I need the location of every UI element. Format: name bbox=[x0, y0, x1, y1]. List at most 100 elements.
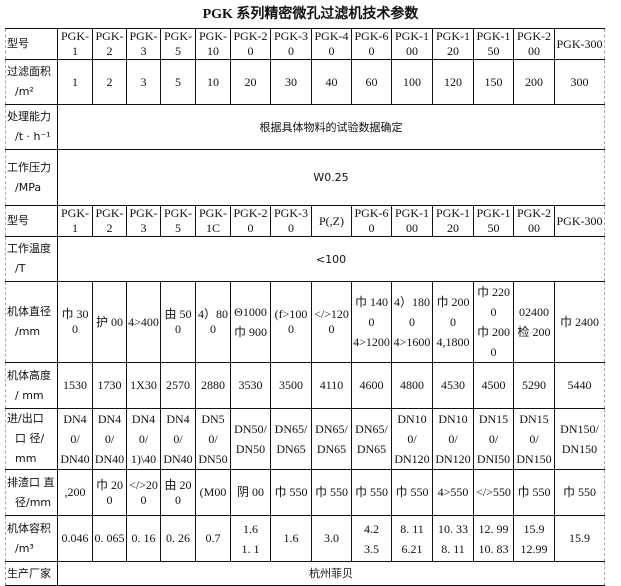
value-cell: DN150/DNI50 bbox=[473, 408, 514, 470]
value-cell: PGK-3 bbox=[126, 205, 161, 237]
value-line: DN100/ bbox=[438, 412, 468, 446]
value-line: 1.6 bbox=[283, 531, 299, 545]
value-cell: 4500 bbox=[473, 362, 514, 409]
row-label-line: 型号 bbox=[7, 214, 29, 227]
value-line: Θ1000 bbox=[234, 305, 267, 319]
value-cell: 1730 bbox=[92, 362, 127, 409]
value-cell: PGK-150 bbox=[473, 28, 514, 60]
value-cell: 3500 bbox=[270, 362, 312, 409]
value-cell: 巾 300 bbox=[57, 281, 93, 363]
value-line: DN120 bbox=[435, 452, 471, 466]
value-line: DN40 bbox=[163, 452, 193, 466]
value-cell: 0. 16 bbox=[126, 515, 161, 562]
value-cell: DN150/DN150 bbox=[554, 408, 605, 470]
value-cell: 由 200 bbox=[160, 469, 196, 516]
value-cell: 10. 33 8. 11 bbox=[432, 515, 474, 562]
value-cell: 巾 550 bbox=[270, 469, 312, 516]
value-cell: PGK-30 bbox=[270, 205, 312, 237]
value-cell: PGK-300 bbox=[554, 28, 605, 60]
value-cell: 4110 bbox=[311, 362, 352, 409]
value-cell: PGK-5 bbox=[160, 28, 196, 60]
value-cell: 8. 11 6.21 bbox=[391, 515, 433, 562]
value-line: 8. 11 bbox=[441, 541, 465, 556]
value-line: 15.9 bbox=[569, 531, 590, 545]
row-label-line: 过滤面积 bbox=[7, 65, 51, 78]
value-line: DN65/ bbox=[315, 422, 348, 436]
value-line: 12.99 bbox=[520, 541, 548, 556]
value-line: 8. 11 bbox=[400, 521, 424, 536]
value-cell: DN100/DN120 bbox=[391, 408, 433, 470]
value-line: 4,1800 bbox=[436, 335, 470, 349]
table-row: 排渣口 直径/mm ,200 巾 200 </>200 由 200 (M00 阴 00 巾 5… bbox=[5, 469, 605, 516]
value-cell: 300 bbox=[554, 59, 605, 105]
value-cell: 2880 bbox=[195, 362, 231, 409]
value-cell: PGK-1 bbox=[57, 28, 93, 60]
row-label-line: 工作温度 bbox=[7, 242, 51, 255]
table-row: 机体直径/mm 巾 300 护 00 4>400 由 500 4）800 Θ1000 巾 90… bbox=[5, 281, 605, 363]
value-cell: 02400 检 200 bbox=[513, 281, 555, 363]
value-line: 0. 26 bbox=[166, 531, 190, 545]
value-line: 检 200 bbox=[517, 325, 551, 339]
value-cell: PGK-1C bbox=[195, 205, 231, 237]
value-cell: PGK-100 bbox=[391, 205, 433, 237]
row-label: 生产厂家 bbox=[5, 561, 58, 586]
value-cell: PGK-150 bbox=[473, 205, 514, 237]
row-label: 机体高度 / mm bbox=[5, 362, 58, 409]
value-line: DN40 bbox=[60, 452, 90, 466]
value-line: DN65 bbox=[316, 442, 347, 456]
value-line: 10. 83 bbox=[478, 541, 509, 556]
value-cell: (M00 bbox=[195, 469, 231, 516]
value-line: 4）1800 bbox=[393, 295, 430, 329]
value-line: </>1200 bbox=[314, 307, 349, 336]
value-cell: 0. 26 bbox=[160, 515, 196, 562]
row-label-line: 机体直径 bbox=[7, 305, 51, 318]
value-line: 4>1600 bbox=[393, 335, 431, 349]
value-line: 巾 2000 bbox=[436, 295, 470, 329]
merged-value-cell: W0.25 bbox=[57, 149, 605, 206]
table-row: 型号 PGK-1 PGK-2 PGK-3 PGK-5 PGK-10 PGK-20 PGK-30… bbox=[5, 28, 605, 60]
value-cell: 20 bbox=[230, 59, 271, 105]
value-line: 0. 065 bbox=[94, 531, 125, 545]
row-label: 工作压力/MPa bbox=[5, 149, 58, 206]
row-label-line: 径/mm bbox=[15, 495, 52, 509]
value-line: DN40/ bbox=[63, 412, 87, 446]
row-label-line: / mm bbox=[15, 388, 44, 402]
value-cell: 阴 00 bbox=[230, 469, 271, 516]
row-label-line: 机体高度 bbox=[7, 368, 51, 382]
value-cell: 1530 bbox=[57, 362, 93, 409]
value-line: 4>1200 bbox=[353, 335, 390, 349]
value-cell: 1.6 1. 1 bbox=[230, 515, 271, 562]
row-label-line: /m² bbox=[15, 85, 34, 98]
value-line: 6.21 bbox=[401, 541, 423, 556]
row-label-line: /m³ bbox=[15, 541, 34, 555]
table-row: 工作温度/T <100 bbox=[5, 236, 605, 282]
value-cell: PGK-3 bbox=[126, 28, 161, 60]
value-cell: 120 bbox=[432, 59, 474, 105]
value-line: DN65/ bbox=[274, 422, 308, 436]
row-label-line: 处理能力 bbox=[7, 110, 51, 123]
value-line: 1.6 bbox=[243, 521, 258, 536]
value-cell: 0.7 bbox=[195, 515, 231, 562]
value-line: DN40 bbox=[94, 452, 125, 466]
value-cell: 3 bbox=[126, 59, 161, 105]
value-cell: PGK-120 bbox=[432, 205, 474, 237]
value-cell: 5 bbox=[160, 59, 196, 105]
row-label-line: 口 径/ mm bbox=[15, 432, 45, 465]
row-label-line: /T bbox=[15, 262, 26, 275]
value-cell: </>200 bbox=[126, 469, 161, 516]
value-cell: 15.9 12.99 bbox=[513, 515, 555, 562]
value-line: 3.5 bbox=[364, 541, 379, 556]
value-cell: 巾 550 bbox=[554, 469, 605, 516]
value-cell: DN65/DN65 bbox=[270, 408, 312, 470]
row-label-line: 工作压力 bbox=[7, 160, 51, 174]
value-cell: DN40/1)\40 bbox=[126, 408, 161, 470]
value-cell: 30 bbox=[270, 59, 312, 105]
value-line: (f>1000 bbox=[274, 307, 308, 336]
value-line: 12. 99 bbox=[478, 521, 509, 536]
value-line: DN150/ bbox=[519, 412, 549, 446]
document-title: PGK 系列精密微孔过滤机技术参数 bbox=[202, 7, 419, 22]
value-line: DN50/ bbox=[201, 412, 225, 446]
value-cell: </>1200 bbox=[311, 281, 352, 363]
row-label: 机体直径/mm bbox=[5, 281, 58, 363]
value-cell: 4530 bbox=[432, 362, 474, 409]
